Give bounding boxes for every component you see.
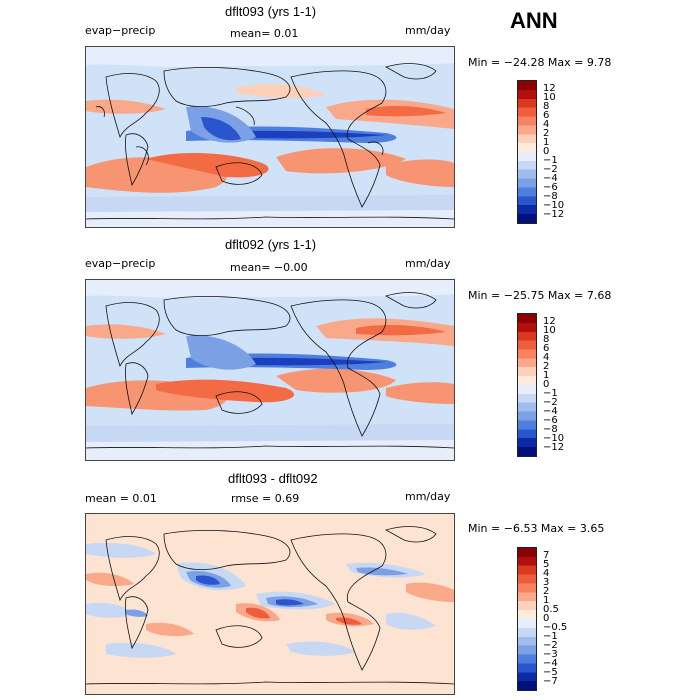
panel1-cbar-label: −4	[543, 173, 558, 184]
panel2-map-svg	[86, 280, 454, 460]
panel1-cbar-label: −6	[543, 182, 558, 193]
panel1-minmax: Min = −24.28 Max = 9.78	[468, 56, 612, 69]
panel2-cbar-label: 8	[543, 334, 550, 345]
panel2-cbar-label: 10	[543, 325, 556, 336]
panel3-minmax: Min = −6.53 Max = 3.65	[468, 522, 605, 535]
panel1-cbar-label: −12	[543, 209, 565, 220]
panel3-cbar-label: 0	[543, 613, 550, 624]
panel3-cbar-label: −1	[543, 631, 558, 642]
panel1-title: dflt093 (yrs 1-1)	[225, 4, 317, 19]
panel3-cbar-label: −0.5	[543, 622, 568, 633]
panel1-cbar-label: 8	[543, 101, 550, 112]
panel1-cbar-label: −8	[543, 191, 558, 202]
panel2-colorbar-strip	[517, 313, 537, 457]
panel1-cbar-label: −1	[543, 155, 558, 166]
panel3-cbar-label: 7	[543, 550, 550, 561]
panel1-colorbar-strip	[517, 80, 537, 224]
panel1-cbar-label: 10	[543, 92, 556, 103]
panel1-cbar-label: −10	[543, 200, 565, 211]
panel3-cbar-label: 3	[543, 577, 550, 588]
panel2-cbar-label: −8	[543, 424, 558, 435]
panel1-units: mm/day	[405, 24, 451, 37]
panel1-cbar-label: 6	[543, 110, 550, 121]
panel3-colorbar-strip	[517, 547, 537, 691]
panel3-mean: mean = 0.01	[85, 492, 157, 505]
panel2-cbar-label: 12	[543, 316, 556, 327]
season-label: ANN	[510, 8, 558, 33]
panel1-map	[85, 46, 455, 228]
panel1-map-svg	[86, 47, 454, 227]
panel3-cbar-label: −3	[543, 649, 558, 660]
panel3-map-svg	[86, 514, 454, 694]
panel3-title: dflt093 - dflt092	[228, 471, 318, 486]
panel2-cbar-label: −4	[543, 406, 558, 417]
panel2-cbar-label: −12	[543, 442, 565, 453]
panel3-units: mm/day	[405, 490, 451, 503]
panel3-cbar-label: −5	[543, 667, 558, 678]
panel3-map	[85, 513, 455, 695]
panel3-cbar-label: 1	[543, 595, 550, 606]
panel2-cbar-label: −10	[543, 433, 565, 444]
panel2-cbar-label: −2	[543, 397, 558, 408]
panel2-map	[85, 279, 455, 461]
panel3-cbar-label: −7	[543, 676, 558, 687]
panel3-cbar-label: 4	[543, 568, 550, 579]
panel1-cbar-label: 2	[543, 128, 550, 139]
panel3-cbar-label: −2	[543, 640, 558, 651]
panel2-units: mm/day	[405, 257, 451, 270]
panel2-cbar-label: 0	[543, 379, 550, 390]
panel3-rmse: rmse = 0.69	[231, 492, 300, 505]
panel1-variable: evap−precip	[85, 24, 156, 37]
panel2-cbar-label: 6	[543, 343, 550, 354]
panel1-cbar-label: 1	[543, 137, 550, 148]
panel3-cbar-label: 5	[543, 559, 550, 570]
panel2-cbar-label: 4	[543, 352, 550, 363]
panel2-mean: mean= −0.00	[230, 261, 308, 274]
panel1-cbar-label: 12	[543, 83, 556, 94]
panel2-cbar-label: −6	[543, 415, 558, 426]
panel1-cbar-label: 4	[543, 119, 550, 130]
panel2-title: dflt092 (yrs 1-1)	[225, 237, 317, 252]
panel2-minmax: Min = −25.75 Max = 7.68	[468, 289, 612, 302]
panel2-cbar-label: 2	[543, 361, 550, 372]
panel1-cbar-label: 0	[543, 146, 550, 157]
panel2-cbar-label: 1	[543, 370, 550, 381]
panel3-cbar-label: 0.5	[543, 604, 559, 615]
panel2-cbar-label: −1	[543, 388, 558, 399]
panel2-variable: evap−precip	[85, 257, 156, 270]
panel1-cbar-label: −2	[543, 164, 558, 175]
panel3-cbar-label: 2	[543, 586, 550, 597]
panel1-mean: mean= 0.01	[230, 27, 299, 40]
panel3-cbar-label: −4	[543, 658, 558, 669]
